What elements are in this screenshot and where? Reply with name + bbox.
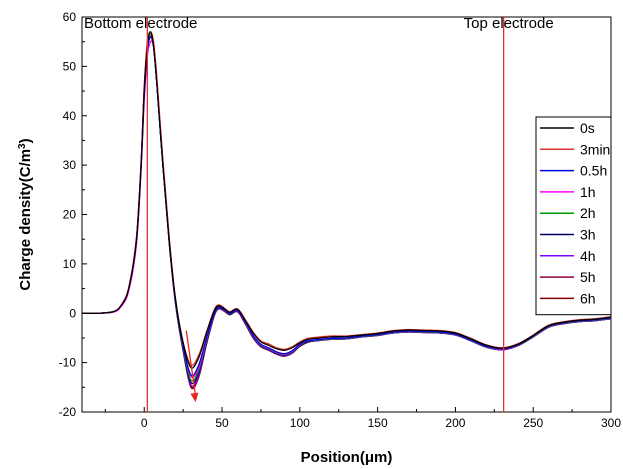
arrow-head — [190, 392, 199, 403]
legend-label: 1h — [580, 184, 596, 200]
y-axis-title-main: Charge density(C/m — [17, 149, 34, 291]
y-axis-title-close: ) — [17, 138, 34, 143]
legend-label: 4h — [580, 248, 596, 264]
series-line-3h — [81, 33, 612, 385]
y-axis-title: Charge density(C/m3) — [17, 138, 35, 290]
x-tick-label: 100 — [290, 416, 310, 430]
series-line-0s — [81, 31, 612, 369]
y-tick-label: 60 — [63, 10, 77, 24]
legend-item: 1h — [540, 184, 596, 200]
series-line-3min — [81, 31, 612, 367]
y-tick-label: 20 — [63, 208, 77, 222]
x-tick-label: 0 — [141, 416, 148, 430]
x-tick-label: 50 — [215, 416, 229, 430]
trend-arrow — [185, 330, 199, 403]
y-axis-title-superscript: 3 — [17, 143, 28, 149]
series-line-0.5h — [81, 36, 612, 377]
x-tick-label: 300 — [601, 416, 621, 430]
electrode-annotations: Bottom electrode Top electrode — [84, 15, 554, 32]
legend-items: 0s 3min 0.5h 1h 2h 3h 4h 5h 6h — [540, 120, 610, 306]
legend-label: 0.5h — [580, 163, 607, 179]
series-line-2h — [81, 33, 612, 382]
series-layer — [81, 31, 612, 390]
plot-frame — [81, 16, 612, 413]
y-tick-label: -10 — [59, 356, 77, 370]
series-line-5h — [81, 36, 612, 389]
legend-item: 0s — [540, 120, 595, 136]
legend-label: 2h — [580, 205, 596, 221]
x-tick-label: 250 — [523, 416, 543, 430]
y-tick-label: 40 — [63, 109, 77, 123]
y-tick-label: 30 — [63, 158, 77, 172]
legend-item: 4h — [540, 248, 596, 264]
legend: 0s 3min 0.5h 1h 2h 3h 4h 5h 6h — [535, 116, 612, 316]
legend-item: 6h — [540, 290, 596, 306]
x-axis: 0 50 100 150 200 250 300 — [104, 407, 621, 430]
legend-item: 5h — [540, 269, 596, 285]
legend-label: 0s — [580, 120, 595, 136]
y-axis: -20 -10 0 10 20 30 40 50 60 — [59, 10, 87, 419]
legend-item: 2h — [540, 205, 596, 221]
series-line-1h — [81, 40, 612, 379]
series-line-4h — [81, 33, 612, 387]
plot-area: Bottom electrode Top electrode — [81, 15, 612, 413]
legend-item: 3h — [540, 227, 596, 243]
top-electrode-label: Top electrode — [464, 15, 554, 32]
y-tick-label: 10 — [63, 257, 77, 271]
y-tick-label: 0 — [69, 306, 76, 320]
bottom-electrode-label: Bottom electrode — [84, 15, 197, 32]
legend-label: 3h — [580, 227, 596, 243]
y-tick-label: 50 — [63, 59, 77, 73]
legend-item: 0.5h — [540, 163, 607, 179]
x-tick-label: 200 — [445, 416, 465, 430]
legend-label: 3min — [580, 141, 610, 157]
legend-label: 5h — [580, 269, 596, 285]
y-tick-label: -20 — [59, 405, 77, 419]
legend-label: 6h — [580, 290, 596, 306]
x-tick-label: 150 — [368, 416, 388, 430]
arrow-shaft — [185, 330, 197, 397]
legend-item: 3min — [540, 141, 610, 157]
x-axis-title: Position(μm) — [301, 449, 393, 466]
reference-lines — [146, 17, 505, 412]
